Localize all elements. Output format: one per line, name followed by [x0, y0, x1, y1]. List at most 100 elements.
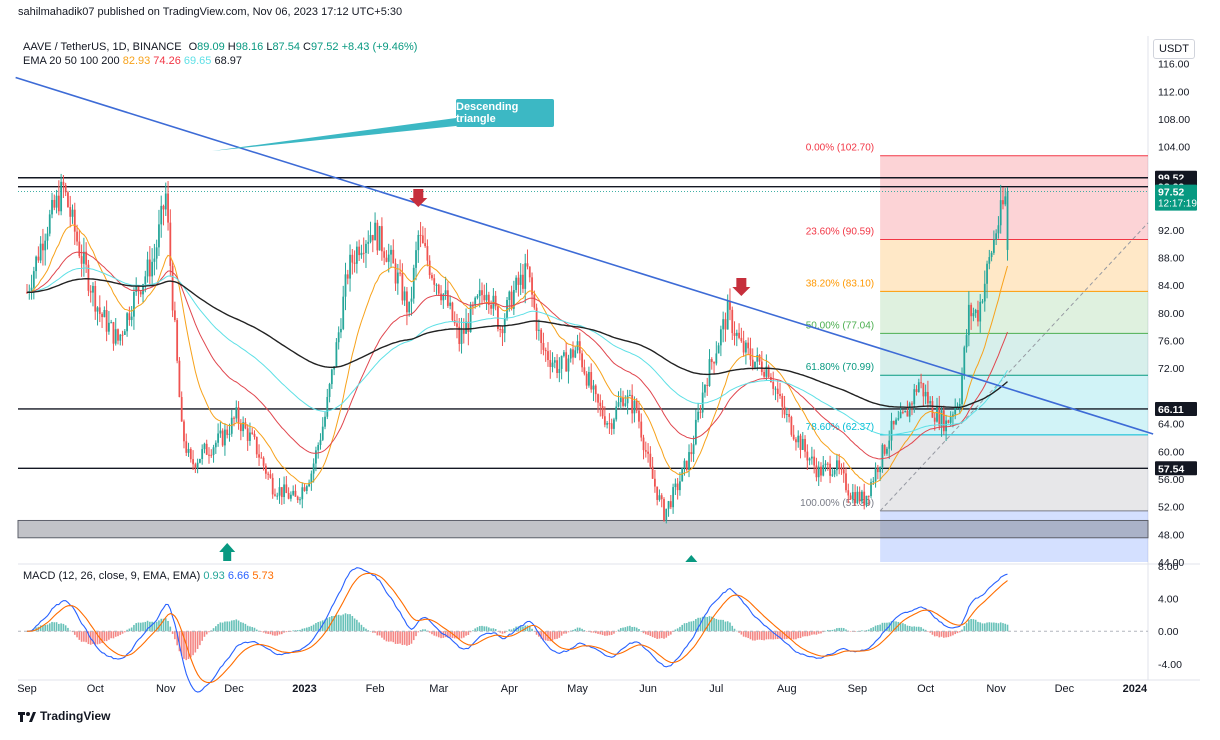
macd-histogram-bar	[226, 621, 228, 632]
macd-histogram-bar	[799, 631, 802, 639]
candle-body	[465, 321, 467, 334]
macd-histogram-bar	[990, 622, 993, 632]
macd-histogram-bar	[988, 622, 991, 632]
candle-body	[446, 290, 449, 306]
macd-histogram-bar	[190, 631, 192, 658]
candle-body	[967, 304, 970, 336]
candle-body	[510, 291, 513, 309]
macd-histogram-bar	[312, 624, 315, 632]
macd-histogram-bar	[815, 631, 818, 635]
candle-body	[881, 444, 884, 467]
candle-body	[997, 225, 1000, 234]
candle-body	[112, 322, 115, 344]
candle-body	[233, 417, 235, 419]
tradingview-logo-icon	[18, 711, 36, 722]
ema50-value: 74.26	[153, 55, 181, 67]
macd-histogram-bar	[76, 631, 78, 638]
candle-body	[849, 495, 852, 500]
candle-body	[192, 459, 194, 465]
macd-histogram-bar	[679, 626, 681, 632]
candle-body	[55, 195, 58, 208]
macd-histogram-bar	[883, 622, 886, 632]
macd-histogram-bar	[465, 631, 467, 636]
support-zone-rect	[17, 519, 1149, 539]
candle-body	[524, 263, 527, 289]
candle-body	[781, 395, 784, 407]
candle-body	[804, 438, 806, 452]
macd-histogram-bar	[187, 631, 190, 659]
candle-body	[865, 495, 868, 506]
macd-histogram-bar	[174, 631, 176, 640]
candle-body	[535, 307, 538, 331]
candle-body	[528, 266, 531, 278]
macd-histogram-bar	[62, 623, 65, 632]
macd-histogram-bar	[431, 631, 433, 635]
candle-body	[638, 410, 640, 422]
macd-histogram-bar	[913, 626, 916, 632]
candle-body	[246, 428, 249, 441]
candle-body	[260, 457, 263, 459]
candle-body	[795, 439, 797, 443]
candle-body	[799, 435, 802, 450]
macd-histogram-bar	[310, 625, 313, 632]
candle-body	[130, 316, 133, 321]
candle-body	[271, 477, 274, 495]
candle-body	[35, 256, 37, 272]
fib-band	[880, 291, 1148, 334]
macd-histogram-bar	[167, 620, 169, 632]
candle-body	[624, 403, 627, 406]
macd-histogram-bar	[201, 631, 203, 641]
change-value: +8.43 (+9.46%)	[341, 41, 418, 53]
macd-histogram-bar	[558, 631, 561, 638]
macd-histogram-bar	[922, 628, 925, 632]
macd-histogram-bar	[78, 631, 81, 640]
candle-body	[221, 430, 224, 446]
candle-body	[824, 463, 827, 466]
macd-histogram-bar	[806, 631, 809, 637]
candle-body	[647, 451, 649, 454]
time-tick-label: Feb	[366, 683, 385, 695]
fib-trend-dashed	[879, 222, 1149, 512]
candle-body	[915, 389, 918, 392]
candle-body	[751, 359, 754, 368]
candle-body	[401, 272, 404, 301]
macd-histogram-bar	[387, 631, 390, 642]
macd-histogram-bar	[849, 631, 852, 632]
candle-body	[478, 290, 481, 297]
macd-histogram-bar	[299, 629, 301, 632]
ema200-line	[27, 277, 1008, 409]
candle-body	[838, 460, 841, 469]
macd-histogram-bar	[51, 621, 53, 632]
macd-histogram-bar	[640, 631, 643, 632]
currency-selector[interactable]: USDT	[1153, 39, 1195, 59]
macd-histogram-bar	[874, 625, 877, 632]
candle-body	[663, 499, 665, 521]
candle-body	[269, 474, 272, 478]
candle-body	[278, 487, 281, 496]
candle-body	[324, 416, 326, 427]
candle-body	[958, 404, 961, 407]
candle-body	[178, 360, 181, 398]
macd-histogram-bar	[817, 631, 820, 634]
macd-histogram-bar	[610, 631, 613, 635]
price-tick-label: 44.00	[1158, 557, 1184, 569]
macd-histogram-bar	[251, 627, 254, 632]
candle-body	[303, 487, 306, 491]
macd-histogram-bar	[647, 631, 649, 635]
macd-histogram-bar	[219, 622, 222, 632]
candle-body	[549, 360, 552, 368]
macd-tick-label: 0.00	[1158, 626, 1179, 638]
macd-histogram-bar	[906, 625, 909, 632]
candle-body	[745, 342, 747, 353]
price-badge-label: 57.54	[1158, 463, 1184, 475]
macd-histogram-bar	[838, 627, 840, 632]
macd-histogram-bar	[795, 631, 797, 640]
time-tick-label: Dec	[1055, 683, 1075, 695]
macd-histogram-bar	[60, 623, 62, 632]
candle-body	[911, 403, 913, 405]
candle-body	[806, 451, 809, 461]
ema100-value: 69.65	[183, 55, 212, 67]
price-badge-label: 97.52	[1158, 187, 1184, 199]
macd-histogram-bar	[483, 626, 486, 632]
